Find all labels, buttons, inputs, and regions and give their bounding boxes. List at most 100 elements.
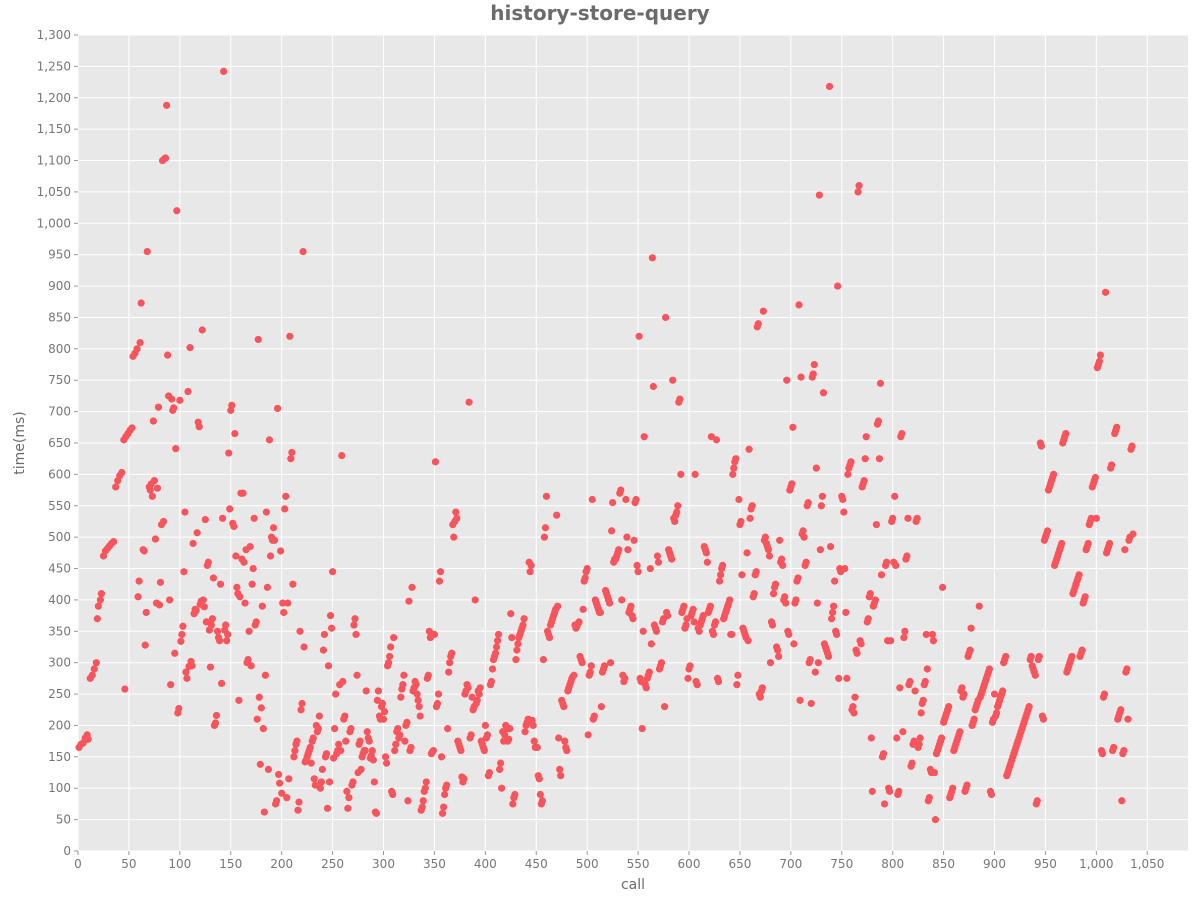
- data-point: [719, 561, 727, 570]
- data-point: [758, 684, 766, 692]
- data-point: [901, 627, 909, 635]
- data-point: [735, 495, 743, 504]
- data-point: [923, 665, 931, 673]
- data-point: [887, 637, 895, 645]
- data-point: [622, 495, 630, 504]
- x-tick-label: 100: [168, 857, 191, 871]
- data-point: [1035, 652, 1043, 661]
- data-point: [824, 652, 833, 661]
- data-point: [257, 704, 265, 712]
- data-point: [166, 596, 174, 604]
- data-point: [240, 558, 248, 566]
- data-point: [363, 728, 371, 736]
- data-point: [835, 674, 843, 682]
- data-point: [275, 770, 283, 779]
- data-point: [750, 590, 758, 598]
- data-point: [768, 621, 777, 629]
- data-point: [597, 703, 606, 711]
- data-point: [255, 693, 263, 701]
- data-point: [1098, 750, 1107, 758]
- data-point: [815, 191, 823, 199]
- data-point: [189, 539, 197, 548]
- data-point: [416, 712, 424, 720]
- data-point: [232, 552, 240, 560]
- data-point: [241, 599, 249, 607]
- data-point: [779, 561, 787, 570]
- data-point: [584, 731, 592, 739]
- x-tick-label: 800: [881, 857, 904, 871]
- data-point: [892, 561, 900, 570]
- data-point: [754, 320, 762, 328]
- data-point: [437, 753, 446, 761]
- data-point: [183, 674, 191, 682]
- data-point: [209, 574, 218, 582]
- data-point: [817, 502, 825, 510]
- data-point: [215, 637, 224, 645]
- data-point: [94, 602, 102, 610]
- data-point: [680, 602, 688, 610]
- y-tick-label: 950: [48, 248, 71, 262]
- y-tick-label: 400: [48, 593, 71, 607]
- data-point: [715, 577, 724, 585]
- data-point: [263, 583, 272, 591]
- data-point: [916, 734, 924, 742]
- data-point: [862, 433, 870, 441]
- data-point: [1124, 715, 1132, 723]
- x-tick-label: 350: [423, 857, 446, 871]
- data-point: [1095, 357, 1104, 365]
- data-point: [389, 790, 397, 799]
- data-point: [634, 568, 642, 576]
- data-point: [966, 646, 974, 654]
- data-point: [816, 546, 824, 554]
- data-point: [133, 345, 141, 353]
- x-axis-ticks: 0 50 100 150 200 250 300 350 400 450 500 550 600 650 7…: [74, 851, 1164, 871]
- x-axis-label: call: [621, 877, 645, 893]
- data-point: [407, 743, 415, 752]
- data-point: [630, 536, 638, 544]
- data-point: [498, 784, 506, 792]
- data-point: [570, 671, 578, 679]
- data-point: [168, 395, 176, 403]
- data-point: [1025, 703, 1033, 711]
- data-point: [286, 332, 294, 340]
- data-point: [154, 403, 163, 411]
- data-point: [281, 505, 289, 513]
- data-point: [1100, 690, 1109, 698]
- data-point: [831, 577, 839, 585]
- data-point: [404, 797, 412, 805]
- data-point: [397, 693, 405, 701]
- y-tick-label: 850: [48, 310, 71, 324]
- y-tick-label: 1,300: [37, 28, 71, 42]
- data-point: [792, 596, 800, 604]
- data-point: [414, 696, 422, 704]
- data-point: [315, 712, 323, 720]
- x-tick-label: 750: [830, 857, 853, 871]
- y-tick-label: 650: [48, 436, 71, 450]
- data-point: [186, 343, 194, 352]
- data-point: [382, 759, 391, 767]
- data-point: [146, 486, 154, 494]
- data-point: [387, 643, 395, 651]
- data-point: [342, 737, 350, 745]
- data-point: [1128, 442, 1136, 450]
- data-point: [898, 429, 906, 438]
- data-point: [219, 514, 227, 522]
- data-point: [712, 436, 721, 444]
- data-point: [686, 662, 694, 670]
- data-point: [494, 630, 503, 639]
- data-point: [343, 787, 351, 795]
- data-point: [345, 794, 353, 802]
- y-tick-label: 500: [48, 530, 71, 544]
- data-point: [316, 784, 324, 792]
- y-tick-label: 1,200: [37, 91, 71, 105]
- data-point: [929, 637, 938, 645]
- x-tick-label: 1,050: [1130, 857, 1164, 871]
- data-point: [266, 552, 275, 560]
- data-point: [956, 728, 964, 736]
- data-point: [853, 649, 861, 657]
- data-point: [134, 593, 142, 601]
- data-point: [296, 627, 304, 635]
- data-point: [97, 590, 106, 598]
- data-point: [298, 699, 306, 708]
- data-point: [273, 404, 282, 413]
